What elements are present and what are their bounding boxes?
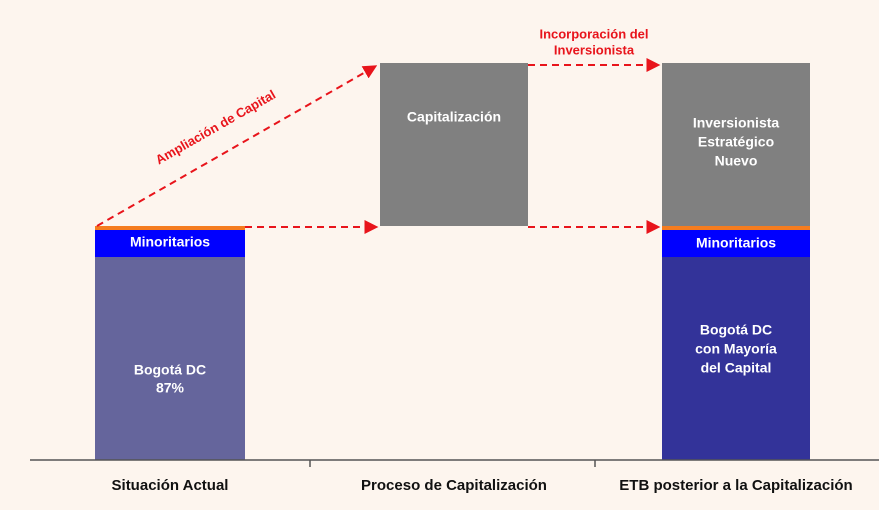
block-label: Bogotá DC — [700, 322, 772, 338]
column-label: Situación Actual — [112, 477, 229, 494]
bogota-block — [662, 257, 810, 460]
block-label: Inversionista — [693, 115, 780, 131]
arrow-label: Incorporación del — [539, 26, 648, 41]
block-label: 87% — [156, 380, 185, 396]
minoritarios-block — [662, 230, 810, 257]
block-label: con Mayoría — [695, 341, 777, 357]
block-label: Estratégico — [698, 134, 774, 150]
column-label: Proceso de Capitalización — [361, 477, 547, 494]
orange-strip — [95, 226, 245, 230]
capitalizacion-block — [380, 63, 528, 226]
arrow-label: Inversionista — [554, 42, 635, 57]
column-label: ETB posterior a la Capitalización — [619, 477, 852, 494]
arrow — [96, 65, 378, 227]
block-label: del Capital — [701, 360, 772, 376]
block-label: Minoritarios — [130, 234, 210, 250]
block-label: Capitalización — [407, 109, 501, 125]
block-label: Minoritarios — [696, 235, 776, 251]
block-label: Bogotá DC — [134, 362, 206, 378]
inversionista-block — [662, 63, 810, 226]
bogota-block — [95, 257, 245, 460]
orange-strip — [662, 226, 810, 230]
block-label: Nuevo — [715, 153, 758, 169]
minoritarios-block — [95, 230, 245, 257]
